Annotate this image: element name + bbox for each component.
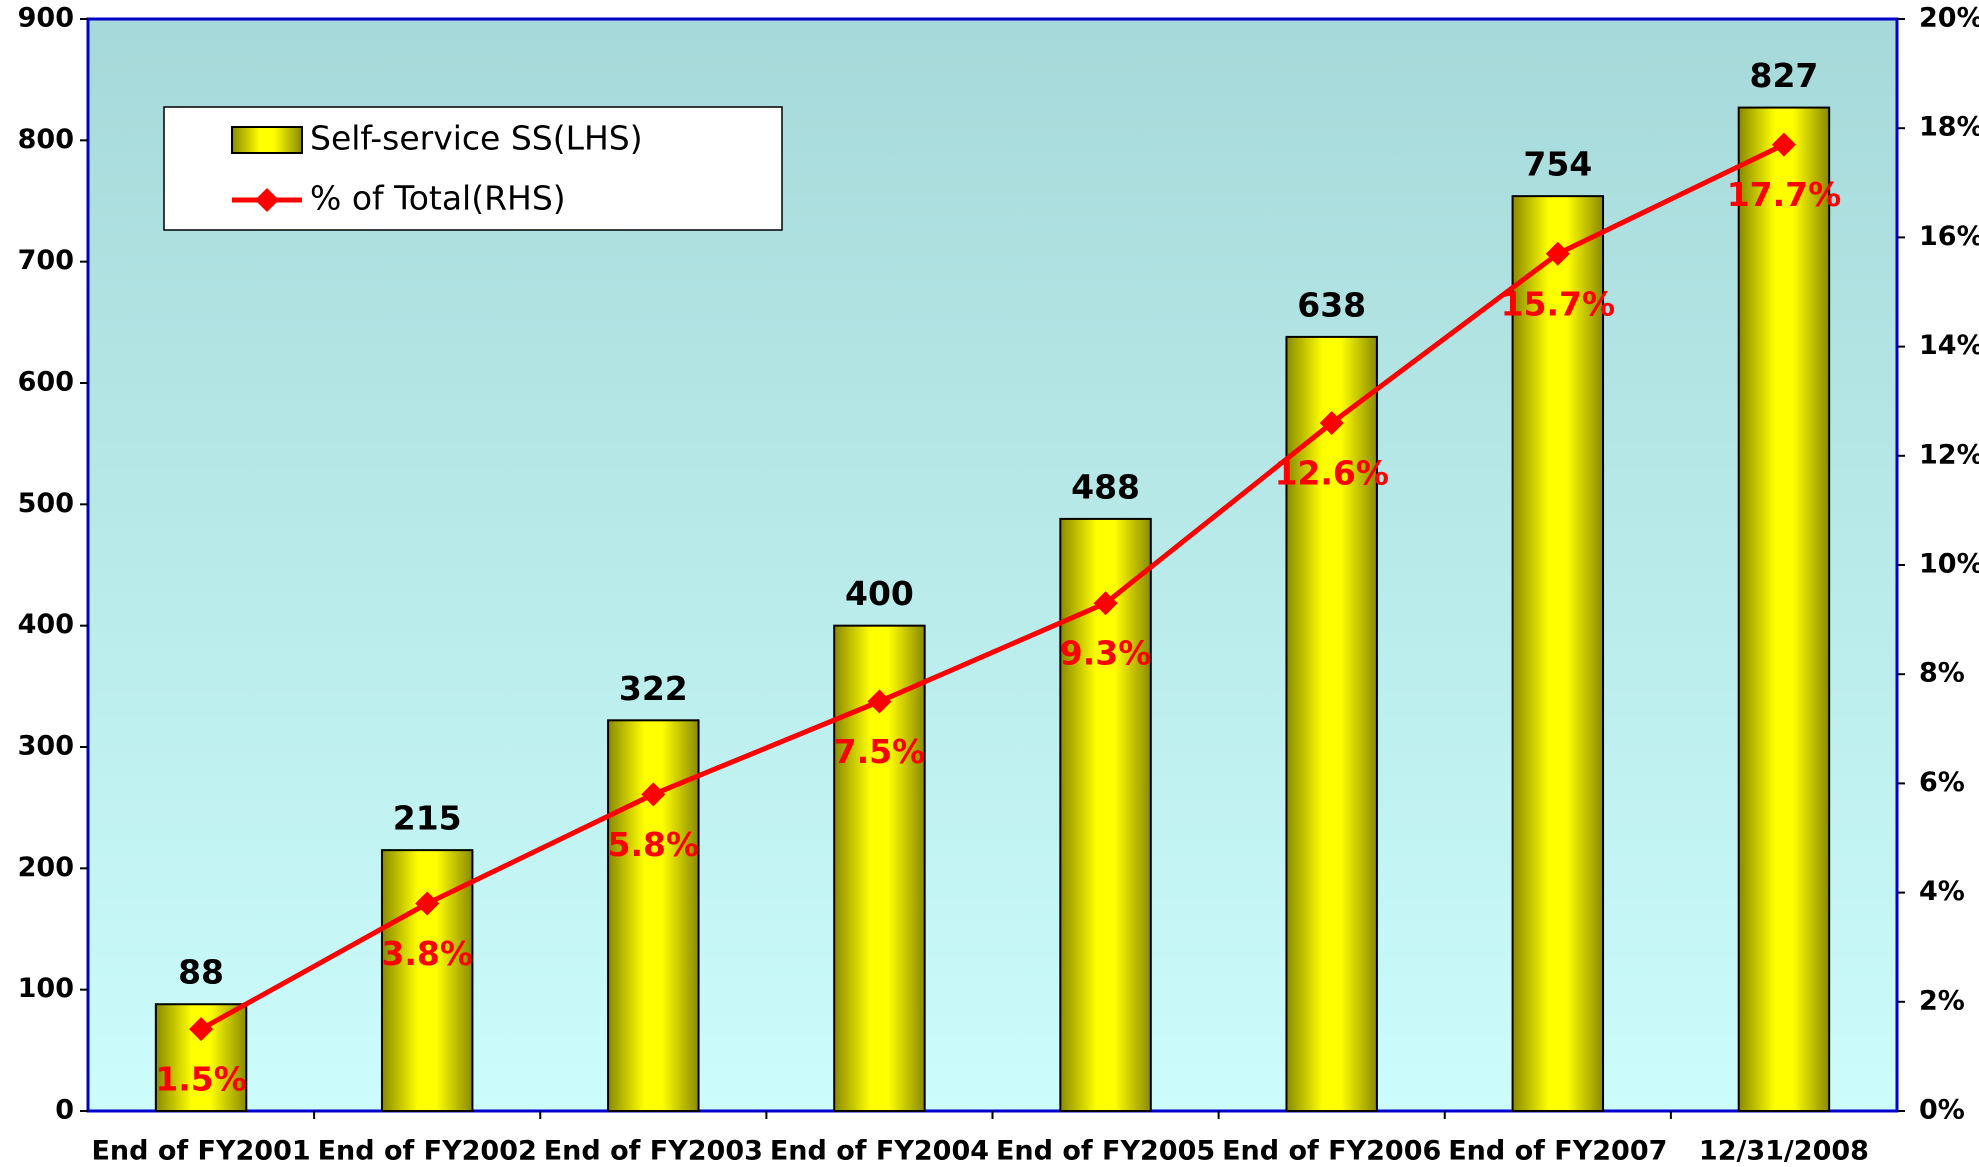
y-tick-label: 100 xyxy=(18,973,74,1004)
line-marker xyxy=(1319,411,1344,436)
line-value-label: 7.5% xyxy=(834,732,926,771)
line-marker xyxy=(1771,132,1796,157)
y-tick-label: 0 xyxy=(55,1095,74,1126)
line xyxy=(199,142,1786,1032)
y-tick-label: 700 xyxy=(18,245,74,276)
y-tick-label: 800 xyxy=(18,124,74,155)
line-value-label: 15.7% xyxy=(1501,284,1616,323)
bar-value-label: 322 xyxy=(619,669,688,708)
line-marker xyxy=(415,891,440,916)
bar-value-label: 400 xyxy=(845,574,914,613)
line-value-label: 5.8% xyxy=(608,825,700,864)
y-tick-label: 200 xyxy=(18,852,74,883)
legend-swatch xyxy=(231,126,303,154)
legend-label: % of Total(RHS) xyxy=(310,179,566,218)
y-tick-label: 500 xyxy=(18,488,74,519)
bar xyxy=(1285,335,1378,1113)
line-marker xyxy=(641,782,666,807)
y-tick-label: 400 xyxy=(18,609,74,640)
x-tick-label: 12/31/2008 xyxy=(1699,1136,1869,1167)
line-marker xyxy=(1545,241,1570,266)
y2-tick-label: 8% xyxy=(1919,658,1965,689)
x-tick-label: End of FY2001 xyxy=(91,1136,310,1167)
bar xyxy=(1737,106,1831,1113)
line-marker xyxy=(189,1017,214,1042)
legend-marker xyxy=(255,188,279,212)
x-tick-label: End of FY2004 xyxy=(770,1136,989,1167)
y-tick-label: 600 xyxy=(18,367,74,398)
y2-tick-label: 10% xyxy=(1919,549,1979,580)
bar-value-label: 215 xyxy=(393,799,462,838)
y2-tick-label: 18% xyxy=(1919,112,1979,143)
y2-tick-label: 12% xyxy=(1919,439,1979,470)
line-value-label: 1.5% xyxy=(155,1060,247,1099)
line-value-label: 12.6% xyxy=(1274,454,1389,493)
bar-value-label: 827 xyxy=(1749,56,1818,95)
bar-value-label: 754 xyxy=(1523,145,1592,184)
x-tick-label: End of FY2005 xyxy=(996,1136,1215,1167)
y-tick-label: 900 xyxy=(18,3,74,34)
x-tick-label: End of FY2006 xyxy=(1222,1136,1441,1167)
y2-tick-label: 4% xyxy=(1919,876,1965,907)
line-marker xyxy=(867,689,892,714)
y-tick-label: 300 xyxy=(18,731,74,762)
y2-tick-label: 2% xyxy=(1919,985,1965,1016)
y2-tick-label: 14% xyxy=(1919,330,1979,361)
line-marker xyxy=(1093,591,1118,616)
x-tick-label: End of FY2007 xyxy=(1448,1136,1667,1167)
x-tick-label: End of FY2002 xyxy=(318,1136,537,1167)
bar-value-label: 638 xyxy=(1297,285,1366,324)
line-value-label: 3.8% xyxy=(381,934,473,973)
line-value-label: 17.7% xyxy=(1727,175,1842,214)
bar xyxy=(1511,195,1605,1112)
line-value-label: 9.3% xyxy=(1060,634,1152,673)
x-tick-label: End of FY2003 xyxy=(544,1136,763,1167)
y2-tick-label: 0% xyxy=(1919,1095,1965,1126)
bar-value-label: 488 xyxy=(1071,467,1140,506)
y2-tick-label: 6% xyxy=(1919,767,1965,798)
legend-label: Self-service SS(LHS) xyxy=(310,119,643,158)
y2-tick-label: 16% xyxy=(1919,221,1979,252)
y2-tick-label: 20% xyxy=(1919,3,1979,34)
bar-value-label: 88 xyxy=(178,953,224,992)
